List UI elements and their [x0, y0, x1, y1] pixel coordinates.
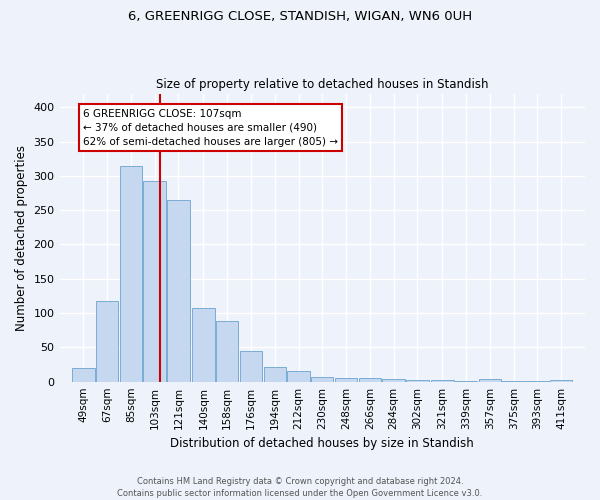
Bar: [335, 378, 357, 382]
Bar: [311, 377, 334, 382]
Bar: [119, 166, 142, 382]
Text: 6, GREENRIGG CLOSE, STANDISH, WIGAN, WN6 0UH: 6, GREENRIGG CLOSE, STANDISH, WIGAN, WN6…: [128, 10, 472, 23]
Bar: [167, 200, 190, 382]
Bar: [455, 381, 478, 382]
Bar: [550, 380, 572, 382]
X-axis label: Distribution of detached houses by size in Standish: Distribution of detached houses by size …: [170, 437, 474, 450]
Text: Contains HM Land Registry data © Crown copyright and database right 2024.
Contai: Contains HM Land Registry data © Crown c…: [118, 476, 482, 498]
Bar: [359, 378, 381, 382]
Title: Size of property relative to detached houses in Standish: Size of property relative to detached ho…: [156, 78, 488, 91]
Bar: [143, 180, 166, 382]
Bar: [192, 308, 215, 382]
Bar: [382, 379, 405, 382]
Bar: [502, 381, 525, 382]
Bar: [72, 368, 95, 382]
Bar: [287, 370, 310, 382]
Y-axis label: Number of detached properties: Number of detached properties: [15, 144, 28, 330]
Bar: [406, 380, 428, 382]
Text: 6 GREENRIGG CLOSE: 107sqm
← 37% of detached houses are smaller (490)
62% of semi: 6 GREENRIGG CLOSE: 107sqm ← 37% of detac…: [83, 108, 338, 146]
Bar: [240, 352, 262, 382]
Bar: [526, 381, 548, 382]
Bar: [431, 380, 454, 382]
Bar: [263, 366, 286, 382]
Bar: [216, 322, 238, 382]
Bar: [96, 300, 118, 382]
Bar: [479, 379, 501, 382]
